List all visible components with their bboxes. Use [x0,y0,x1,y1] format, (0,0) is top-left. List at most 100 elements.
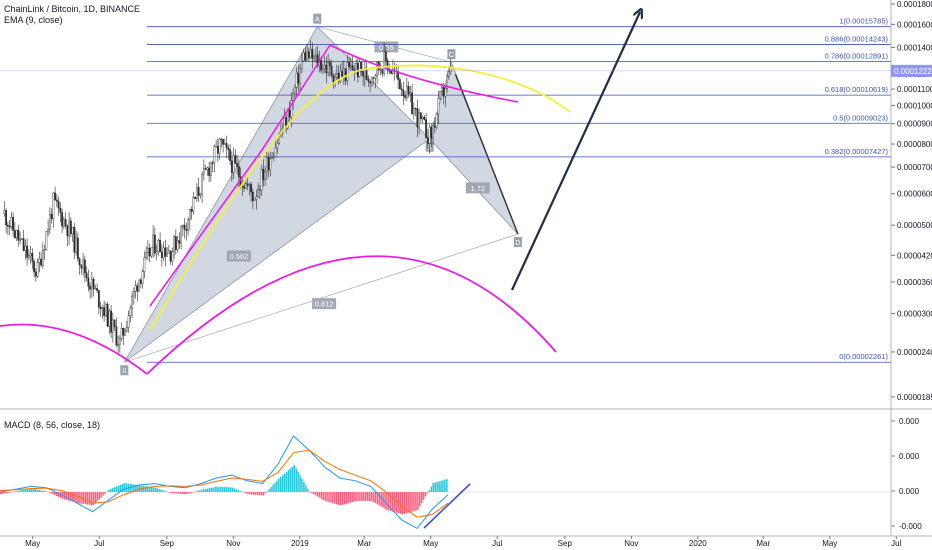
pattern-ratio-label: 0.812 [315,300,334,309]
projection-arrow [511,12,640,291]
candle-body [276,143,279,149]
current-price-badge [891,64,932,77]
macd-hist-bar [353,492,355,502]
macd-hist-bar [446,479,448,492]
macd-hist-bar [158,488,160,492]
candle-body [106,304,109,327]
macd-hist-bar [46,491,48,493]
candle-body [349,65,352,68]
candle-body [115,326,118,346]
candle-body [124,330,127,336]
candle-body [379,69,382,71]
candle-body [257,189,260,197]
macd-hist-bar [36,489,39,492]
candle-body [223,143,226,145]
macd-hist-bar [73,492,75,503]
macd-hist-bar [388,492,390,511]
current-price-label: 0.00012222 [894,67,932,76]
macd-hist-bar [343,492,346,505]
candle-body [68,220,71,237]
macd-hist-bar [426,492,429,494]
macd-hist-bar [328,492,330,503]
candle-body [167,250,170,254]
macd-label[interactable]: MACD (8, 56, close, 18) [4,420,101,430]
candle-body [71,227,74,235]
price-tick-label: 0.00016000 [897,20,932,29]
macd-hist-bar [380,492,382,507]
macd-hist-bar [65,492,68,500]
macd-hist-bar [218,486,220,492]
time-tick-label: Mar [357,539,371,548]
candle-body [157,240,160,252]
macd-hist-bar [303,481,305,492]
macd-hist-bar [17,490,19,492]
macd-hist-bar [237,490,240,492]
macd-hist-bar [274,482,276,492]
candle-body [199,193,202,196]
candle-body [80,264,83,269]
candle-body [262,169,265,180]
macd-hist-bar [289,468,292,492]
macd-hist-bar [432,483,435,492]
macd-hist-bar [417,492,419,510]
candle-body [433,125,436,128]
ema-label[interactable]: EMA (9, close) [4,15,63,25]
candle-body [122,328,125,336]
macd-hist-bar [378,492,380,506]
candle-body [264,171,267,180]
pattern-ratio-label: 0.562 [230,252,249,261]
pattern-point-box [447,49,456,60]
pattern-point-box [513,237,522,248]
candle-body [113,319,116,328]
macd-hist-bar [94,492,97,504]
macd-hist-bar [243,492,245,493]
macd-hist-bar [13,491,16,492]
macd-hist-bar [96,492,99,502]
magenta-trend-line [149,44,331,307]
macd-hist-bar [150,486,153,492]
price-axis: 0.000180000.000160000.000140000.00012000… [0,0,932,536]
candle-body [211,162,214,164]
macd-hist-bar [77,492,79,504]
macd-hist-bar [262,492,265,496]
candle-body [230,160,233,173]
macd-hist-bar [100,492,102,498]
candle-body [166,252,169,257]
macd-hist-bar [322,492,324,500]
macd-tick-label: 0.000 [899,452,920,461]
candle-body [41,250,44,266]
symbol-title[interactable]: ChainLink / Bitcoin, 1D, BINANCE [4,4,141,14]
macd-hist-bar [420,492,423,504]
candle-body [265,157,268,172]
arc-drawings[interactable] [0,12,640,375]
candle-body [442,87,445,97]
macd-hist-bar [102,492,104,496]
macd-hist-bar [324,492,326,501]
candle-body [97,290,100,308]
candle-body [150,247,153,257]
candle-body [267,157,270,171]
fib-levels[interactable]: 1(0.00015785) 0.886(0.00014243) 0.786(0.00… [147,17,891,363]
candle-body [437,98,440,115]
candle-body [110,310,113,333]
candle-body [407,85,410,95]
macd-hist-bar [108,489,110,492]
candle-body [404,95,407,98]
candle-body [76,237,79,260]
candle-body [55,199,58,202]
candle-body [440,87,443,92]
macd-hist-bar [332,492,334,504]
candle-body [216,146,219,154]
candle-body [204,168,207,170]
candle-body [125,327,128,332]
candle-body [3,210,6,214]
macd-hist-bar [297,471,299,492]
macd-hist-bar [299,475,301,492]
macd-hist-bar [177,492,180,494]
macd-hist-bar [84,492,87,505]
candle-body [218,138,221,154]
macd-hist-bar [75,492,77,503]
candle-body [96,288,99,291]
price-tick-label: 0.00001850 [897,393,932,402]
